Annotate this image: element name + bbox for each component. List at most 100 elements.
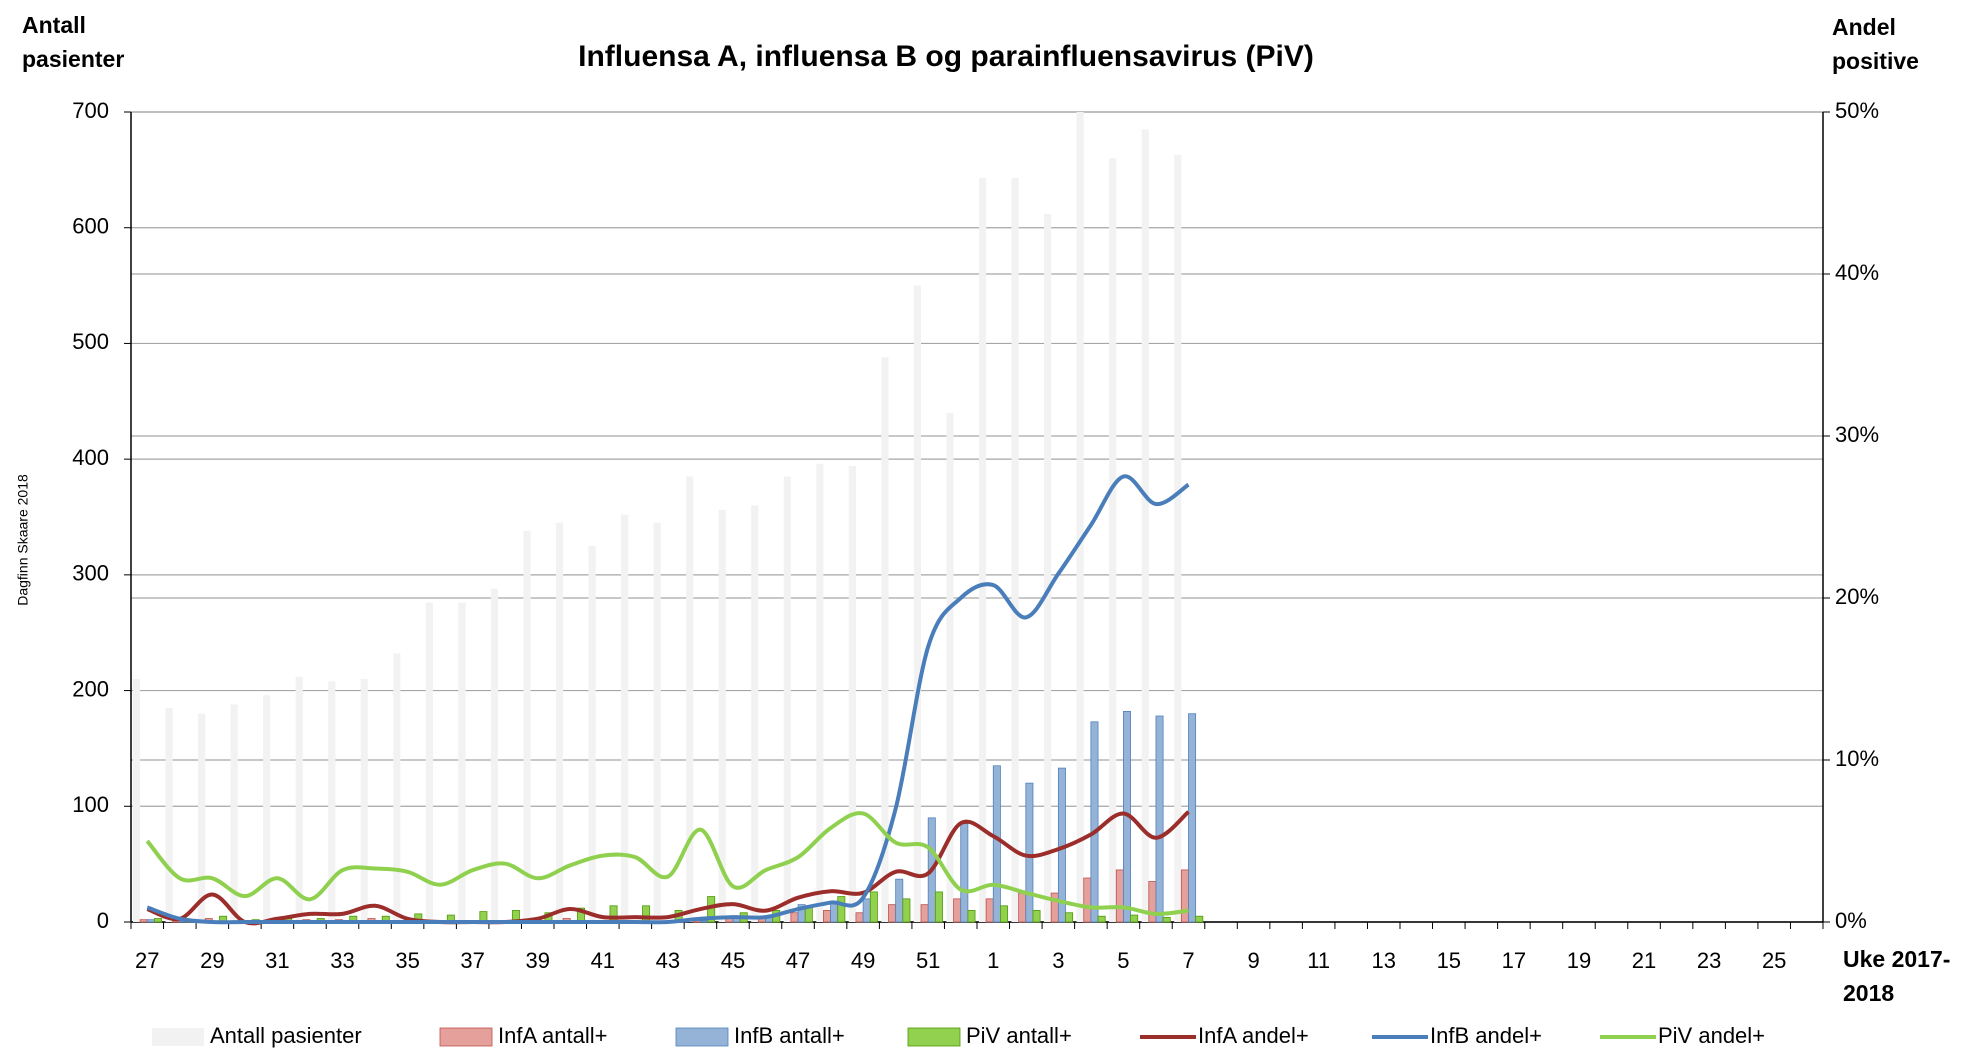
bar xyxy=(718,510,726,922)
y-tick-label: 100 xyxy=(72,792,109,817)
legend-label: PiV andel+ xyxy=(1658,1023,1765,1048)
legend-label: InfB antall+ xyxy=(734,1023,845,1048)
x-tick-label: 51 xyxy=(916,948,940,973)
bar xyxy=(790,912,799,923)
x-tick-label: 1 xyxy=(987,948,999,973)
y-tick-label: 500 xyxy=(72,329,109,354)
bar xyxy=(198,713,206,922)
bar xyxy=(920,904,929,923)
bar xyxy=(555,522,564,922)
x-tick-label: 15 xyxy=(1437,948,1461,973)
x-tick-label: 27 xyxy=(135,948,159,973)
watermark: Dagfinn Skaare 2018 xyxy=(15,474,31,606)
bar xyxy=(523,530,531,922)
y-tick-label: 200 xyxy=(72,676,109,701)
x-tick-label: 43 xyxy=(656,948,680,973)
x-tick-label: 17 xyxy=(1502,948,1526,973)
bar xyxy=(458,602,466,922)
legend-swatch xyxy=(907,1027,961,1047)
legend-swatch xyxy=(675,1027,729,1047)
legend-label: InfA andel+ xyxy=(1198,1023,1309,1048)
bar xyxy=(686,476,694,922)
bar xyxy=(1065,912,1074,923)
line xyxy=(146,810,1190,926)
bar xyxy=(588,545,596,922)
bar xyxy=(146,919,155,923)
legend-swatch xyxy=(439,1027,493,1047)
bar xyxy=(1050,892,1059,923)
x-tick-label: 19 xyxy=(1567,948,1591,973)
bar xyxy=(132,679,141,922)
bar xyxy=(393,653,401,922)
bar xyxy=(888,904,897,923)
bar xyxy=(490,588,499,922)
bar xyxy=(1130,914,1139,923)
y-tick-label: 700 xyxy=(72,98,109,123)
x-tick-label: 13 xyxy=(1371,948,1395,973)
legend-label: Antall pasienter xyxy=(210,1023,362,1048)
bar xyxy=(783,476,791,922)
bar xyxy=(1188,713,1197,923)
x-tick-label: 33 xyxy=(330,948,354,973)
x-tick-label: 7 xyxy=(1182,948,1194,973)
y2-tick-label: 10% xyxy=(1835,746,1879,771)
bar xyxy=(1097,915,1106,923)
line xyxy=(146,474,1190,925)
bar xyxy=(1018,892,1027,923)
bar xyxy=(621,514,629,922)
bar xyxy=(360,679,368,922)
bar xyxy=(230,704,238,922)
bar xyxy=(642,905,651,923)
y-axis-label: Antall pasienter xyxy=(22,12,125,72)
y2-tick-label: 30% xyxy=(1835,422,1879,447)
bar xyxy=(855,912,864,923)
legend-label: PiV antall+ xyxy=(966,1023,1072,1048)
bar xyxy=(895,878,904,923)
bar xyxy=(1011,177,1019,922)
bar xyxy=(1141,129,1149,922)
bar xyxy=(837,896,846,923)
x-tick-label: 35 xyxy=(395,948,419,973)
y2-axis-label: Andel positive xyxy=(1832,14,1919,74)
x-tick-label: 37 xyxy=(460,948,484,973)
x-tick-label: 49 xyxy=(851,948,875,973)
bar xyxy=(1115,869,1124,923)
bar xyxy=(1109,158,1117,923)
x-tick-label: 29 xyxy=(200,948,224,973)
bar xyxy=(869,891,878,923)
bar xyxy=(934,891,943,923)
y2-tick-label: 0% xyxy=(1835,908,1867,933)
bar xyxy=(823,910,831,923)
bar xyxy=(902,898,911,923)
bar xyxy=(816,463,824,922)
bar xyxy=(425,602,433,922)
bar xyxy=(848,466,856,922)
bar xyxy=(1195,915,1204,923)
x-axis-label: Uke 2017-2018 xyxy=(1843,946,1951,1006)
x-tick-label: 11 xyxy=(1307,948,1330,973)
bar xyxy=(1155,715,1164,923)
y-tick-label: 300 xyxy=(72,561,109,586)
x-tick-label: 3 xyxy=(1052,948,1064,973)
bar xyxy=(263,695,271,922)
bar xyxy=(992,765,1001,923)
legend-swatch xyxy=(152,1028,204,1046)
x-tick-label: 47 xyxy=(786,948,810,973)
bar xyxy=(978,177,987,922)
bar xyxy=(985,898,994,923)
y2-tick-label: 50% xyxy=(1835,98,1879,123)
bar xyxy=(139,919,148,923)
bar xyxy=(960,823,969,923)
bar xyxy=(1148,881,1157,923)
bar xyxy=(154,918,162,923)
y-tick-label: 600 xyxy=(72,214,109,239)
bar xyxy=(1044,213,1052,923)
bar xyxy=(295,676,303,922)
x-tick-label: 25 xyxy=(1762,948,1786,973)
legend-label: InfA antall+ xyxy=(498,1023,607,1048)
bar xyxy=(967,910,976,923)
bar xyxy=(862,898,871,923)
x-tick-label: 5 xyxy=(1117,948,1129,973)
